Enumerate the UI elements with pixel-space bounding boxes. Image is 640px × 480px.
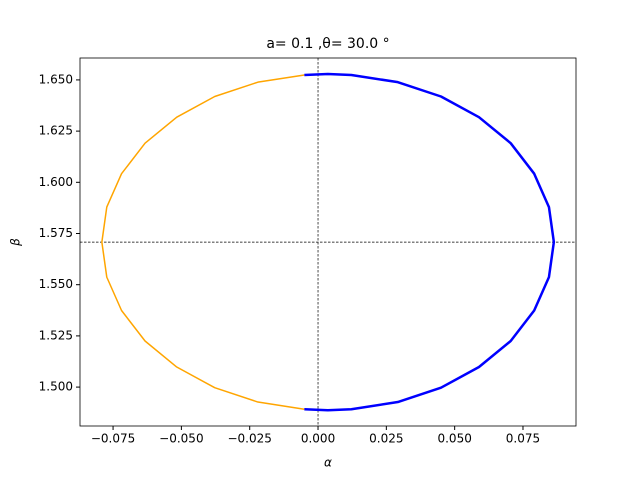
plot-frame (79, 57, 577, 427)
x-tick-label: 0.025 (369, 432, 403, 446)
chart-title: a= 0.1 ,θ= 30.0 ° (266, 36, 389, 52)
x-tick-label: −0.075 (91, 432, 135, 446)
y-tick-label: 1.650 (39, 72, 73, 86)
curve (304, 72, 556, 412)
x-tick-label: −0.050 (159, 432, 203, 446)
x-tick-label: −0.025 (227, 432, 271, 446)
y-tick-label: 1.550 (39, 277, 73, 291)
x-tick-label: 0.000 (301, 432, 335, 446)
y-tick-label: 1.525 (39, 328, 73, 342)
curve (101, 74, 305, 410)
y-tick-label: 1.575 (39, 226, 73, 240)
x-axis-label: α (324, 456, 332, 470)
y-tick-label: 1.600 (39, 175, 73, 189)
y-tick-label: 1.500 (39, 380, 73, 394)
y-tick-label: 1.625 (39, 124, 73, 138)
y-axis-label: β (9, 238, 23, 247)
x-tick-label: 0.075 (506, 432, 540, 446)
x-tick-label: 0.050 (437, 432, 471, 446)
